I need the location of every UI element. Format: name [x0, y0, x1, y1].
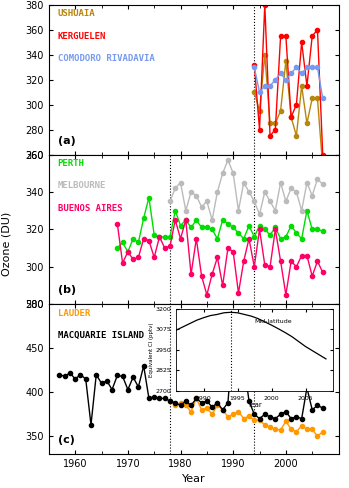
Text: BUENOS AIRES: BUENOS AIRES: [58, 204, 122, 213]
Text: Ozone (DU): Ozone (DU): [2, 212, 12, 276]
Text: (c): (c): [58, 435, 74, 445]
Text: LAUDER: LAUDER: [58, 309, 90, 318]
Text: COMODORO RIVADAVIA: COMODORO RIVADAVIA: [58, 54, 154, 63]
Text: PERTH: PERTH: [58, 159, 84, 168]
Text: USHUAIA: USHUAIA: [58, 9, 95, 19]
X-axis label: Year: Year: [182, 474, 206, 484]
Text: MACQUARIE ISLAND: MACQUARIE ISLAND: [58, 331, 143, 340]
Text: (b): (b): [58, 285, 76, 295]
Text: KERGUELEN: KERGUELEN: [58, 32, 106, 41]
Text: (a): (a): [58, 136, 75, 145]
Text: MELBOURNE: MELBOURNE: [58, 182, 106, 190]
